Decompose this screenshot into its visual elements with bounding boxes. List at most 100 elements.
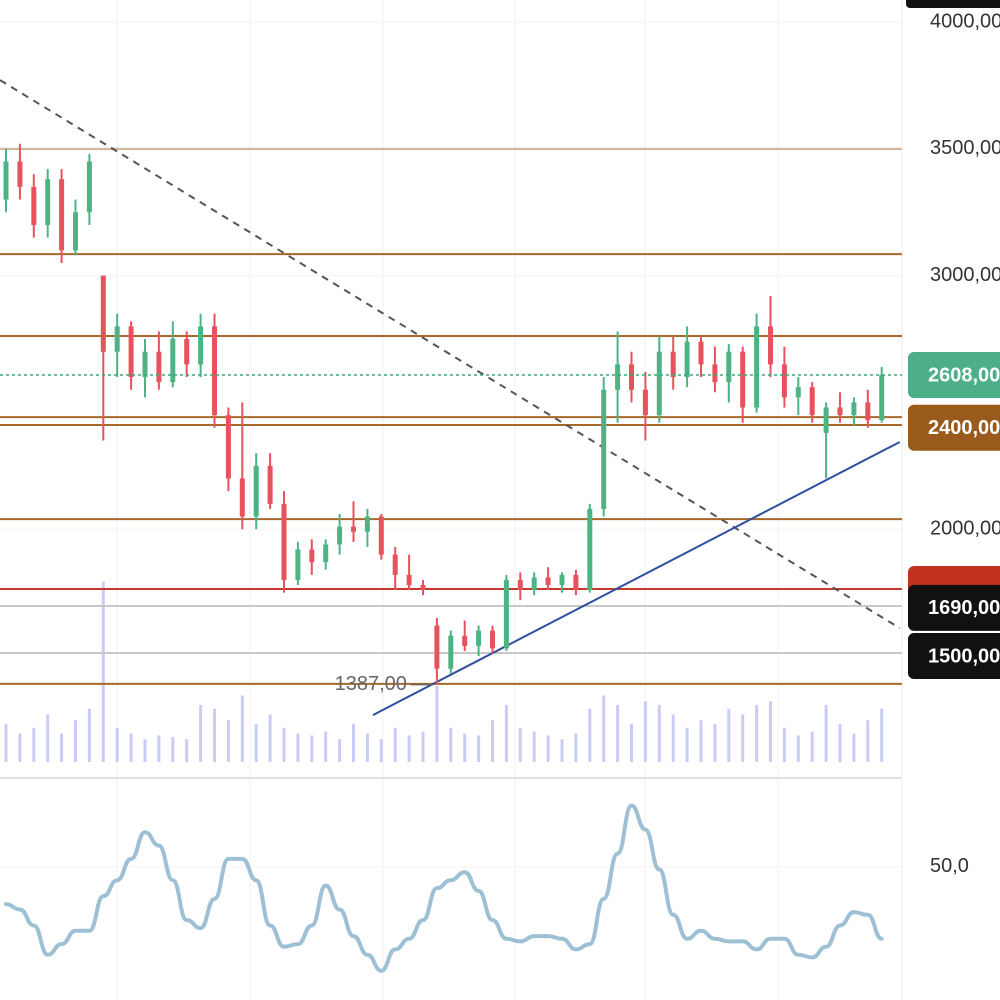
candle-body xyxy=(351,526,356,532)
volume-bar xyxy=(157,735,161,762)
volume-bar xyxy=(852,733,856,762)
candle-body xyxy=(3,161,9,200)
volume-bar xyxy=(226,720,230,762)
candle-body xyxy=(142,351,148,378)
candle-body xyxy=(629,364,634,390)
volume-bar xyxy=(393,727,397,762)
grid xyxy=(116,0,779,1000)
candle-body xyxy=(809,387,815,416)
candle-body xyxy=(17,161,23,187)
candle-body xyxy=(726,351,732,383)
candle-body xyxy=(323,544,329,563)
candle-body xyxy=(337,526,343,545)
candle-body xyxy=(59,179,65,251)
volume-bar xyxy=(643,701,647,762)
candle-body xyxy=(73,212,78,251)
volume-bar xyxy=(407,735,411,762)
candle-body xyxy=(225,415,231,479)
volume-bar xyxy=(115,727,119,762)
volume-bar xyxy=(435,686,439,762)
candle-body xyxy=(837,407,843,416)
candle-body xyxy=(156,351,162,383)
price-badge-label: 2400,00 xyxy=(928,417,1000,439)
candle-body xyxy=(740,351,746,408)
volume-bar xyxy=(713,724,717,762)
volume-bar xyxy=(463,733,467,762)
candle-body xyxy=(587,508,593,591)
volume-bar xyxy=(282,727,286,762)
volume-bar xyxy=(296,733,300,762)
volume-bar xyxy=(741,714,745,762)
candle-body xyxy=(503,579,509,649)
candle-body xyxy=(100,275,106,352)
volume-bar xyxy=(491,720,494,762)
candle-body xyxy=(795,387,801,398)
candle-body xyxy=(212,326,217,416)
volume-bar xyxy=(185,739,189,762)
candle-body xyxy=(698,341,704,365)
candle-body xyxy=(462,635,468,646)
volume-bar xyxy=(449,727,453,762)
candle-body xyxy=(545,577,551,586)
volume-bar xyxy=(171,737,175,762)
candle-body xyxy=(253,465,259,517)
candle-body xyxy=(559,574,565,586)
volume-bar xyxy=(338,739,342,762)
candle-body xyxy=(670,351,676,378)
candle-body xyxy=(517,579,523,591)
candle-body xyxy=(642,389,648,416)
candle-body xyxy=(184,339,190,365)
volume-bar xyxy=(602,695,606,762)
candle-body xyxy=(879,375,885,421)
volume-bar xyxy=(824,705,828,762)
volume-bar xyxy=(199,705,203,762)
price-badge-label: 2608,00 xyxy=(928,364,1000,386)
candle-body xyxy=(364,516,370,532)
volume-bar xyxy=(379,739,383,762)
candle-body xyxy=(768,326,773,365)
volume-bar xyxy=(74,720,77,762)
volume-bar xyxy=(87,708,91,762)
volume-bar xyxy=(32,727,36,762)
candle-body xyxy=(476,630,482,646)
volume-bar xyxy=(727,708,731,762)
volume-bar xyxy=(699,720,703,762)
volume-bar xyxy=(782,727,786,762)
candle-body xyxy=(114,326,120,352)
volume-bar xyxy=(18,733,22,762)
candle-body xyxy=(170,339,176,383)
volume-bar xyxy=(101,581,105,762)
candle-body xyxy=(420,585,426,591)
volume-bar xyxy=(324,731,328,762)
price-badge-label: 1690,00 xyxy=(928,597,1000,619)
candle-body xyxy=(684,341,690,378)
candle-body xyxy=(434,625,440,669)
candle-body xyxy=(267,465,273,504)
candle-body xyxy=(45,179,51,225)
candle-body xyxy=(490,630,495,649)
candle-body xyxy=(378,516,384,555)
candle-body xyxy=(573,574,579,591)
volume-bar xyxy=(838,724,842,762)
candle-body xyxy=(851,402,857,416)
volume-bar xyxy=(143,739,147,762)
candle-body xyxy=(128,326,134,378)
volume-bar xyxy=(796,735,800,762)
volume-bar xyxy=(4,724,8,762)
volume-bar xyxy=(630,724,633,762)
volume-bar xyxy=(880,708,884,762)
volume-bar xyxy=(46,714,50,762)
trendline xyxy=(0,79,901,629)
volume-bar xyxy=(532,731,536,762)
volume-bar xyxy=(352,724,355,762)
volume-bar xyxy=(685,727,689,762)
volume-bar xyxy=(616,705,620,762)
candle-body xyxy=(198,326,204,365)
volume-bar xyxy=(866,720,870,762)
volume-bar xyxy=(268,714,272,762)
trendline xyxy=(372,441,901,716)
volume-bar xyxy=(254,724,258,762)
price-badge xyxy=(908,404,1000,451)
candle-body xyxy=(754,326,760,408)
